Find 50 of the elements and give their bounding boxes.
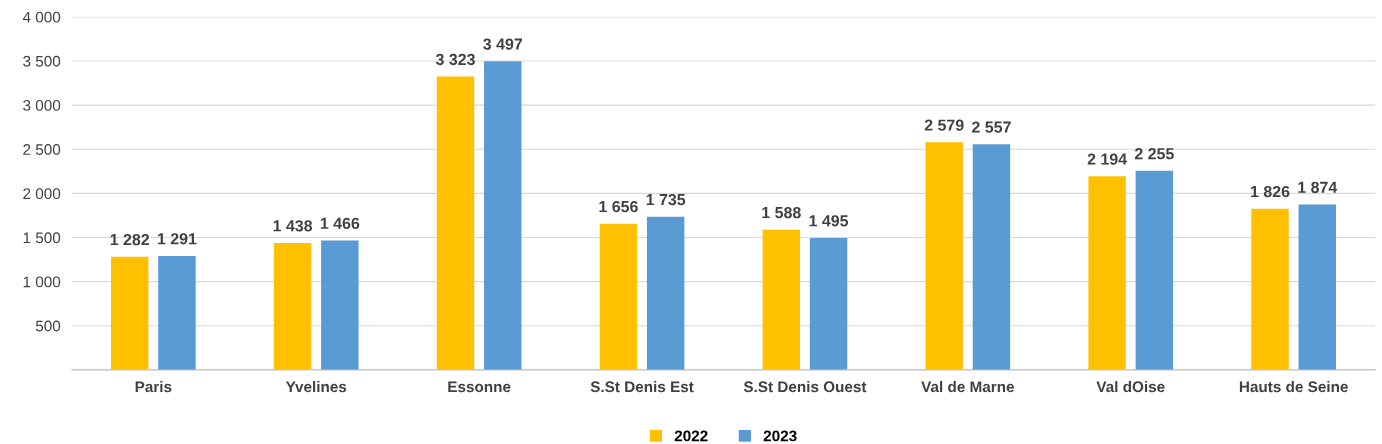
data-label: 1 826 [1251, 185, 1290, 198]
bar [762, 229, 801, 370]
y-tick-label: 4 000 [22, 11, 61, 23]
y-tick-label: 3 500 [23, 55, 61, 67]
bar [925, 142, 963, 370]
x-tick-label: S.St Denis Ouest [743, 380, 867, 393]
y-tick-label: 2 500 [23, 144, 61, 155]
bar [110, 256, 149, 370]
y-tick-label: 3 000 [23, 99, 61, 111]
x-tick-label: Yvelines [285, 380, 347, 393]
bar [321, 240, 359, 370]
data-label: 2 579 [924, 119, 964, 131]
y-tick-label: 1 500 [23, 232, 61, 244]
x-tick-label: Hauts de Seine [1239, 380, 1348, 393]
data-label: 2 557 [972, 121, 1011, 133]
data-label: 3 323 [435, 53, 475, 66]
bar [1088, 176, 1126, 370]
data-label: 1 466 [320, 217, 360, 229]
bar [1251, 208, 1289, 370]
y-tick-label: 1 000 [23, 276, 61, 288]
bar [273, 242, 312, 370]
y-tick-label: 500 [35, 320, 61, 332]
data-label: 1 735 [646, 193, 686, 206]
x-tick-label: Val de Marne [921, 380, 1015, 393]
data-label: 1 438 [273, 220, 313, 232]
bar [646, 216, 685, 370]
x-tick-label: S.St Denis Est [590, 380, 694, 393]
bar [158, 255, 196, 370]
bar [972, 144, 1011, 370]
bar [1298, 204, 1336, 370]
data-label: 2 255 [1134, 148, 1174, 160]
legend-label: 2023 [763, 430, 797, 442]
x-tick-label: Paris [135, 380, 172, 393]
data-label: 1 291 [157, 233, 197, 245]
x-tick-label: Val dOise [1096, 380, 1165, 393]
y-tick-label: 2 000 [23, 188, 61, 200]
bar [1135, 170, 1174, 370]
bar [809, 237, 848, 370]
legend-label: 2022 [674, 430, 708, 442]
bar [484, 61, 522, 370]
bar [599, 223, 638, 370]
data-label: 1 495 [809, 215, 849, 227]
data-label: 1 282 [110, 233, 150, 246]
data-label: 2 194 [1087, 153, 1128, 165]
data-label: 1 588 [762, 206, 801, 219]
x-tick-label: Essonne [448, 381, 511, 393]
bar [436, 76, 475, 370]
data-label: 3 497 [483, 38, 523, 50]
data-label: 1 874 [1298, 181, 1338, 193]
data-label: 1 656 [599, 200, 638, 213]
